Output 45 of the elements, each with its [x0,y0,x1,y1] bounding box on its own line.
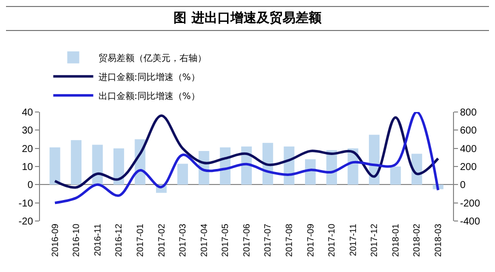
x-tick-label: 2018-03 [433,224,444,257]
y-tick-label: 40 [22,108,34,118]
y2-tick-label: -400 [460,216,480,228]
x-tick-label: 2017-11 [348,224,358,256]
x-tick-label: 2017-04 [198,224,209,257]
y2-tick-label: 600 [460,126,478,137]
chart-title: 图 进出口增速及贸易差额 [6,6,489,31]
x-tick-label: 2017-06 [241,224,252,257]
x-tick-label: 2017-01 [134,224,145,257]
bar [177,164,188,185]
line-series [54,114,440,189]
x-tick-label: 2017-05 [220,224,230,257]
x-tick-label: 2016-09 [50,224,60,257]
y-tick-label: 0 [27,180,34,192]
y-tick-label: 10 [22,162,34,173]
y-tick-label: -10 [18,198,34,210]
y-tick-label: 30 [22,126,34,137]
x-tick-label: 2018-02 [412,224,422,257]
y2-tick-label: 200 [460,162,478,173]
line-series [54,112,440,204]
bar [70,140,82,185]
y-tick-label: -20 [18,216,34,228]
x-tick-label: 2017-10 [326,224,337,257]
x-tick-label: 2017-07 [262,224,273,257]
legend-label: 进口金额:同比增速（%） [98,72,200,83]
bar [113,148,124,185]
x-tick-label: 2018-01 [390,224,400,257]
x-tick-label: 2017-08 [284,224,294,257]
bar [390,166,401,185]
x-tick-label: 2017-12 [369,224,380,257]
x-tick-label: 2016-11 [92,224,102,256]
legend-label: 出口金额:同比增速（%） [98,90,200,102]
y2-tick-label: 0 [460,180,466,192]
y2-tick-label: -200 [460,198,480,210]
y2-tick-label: 400 [460,144,478,155]
legend-label: 贸易差额（亿美元，右轴） [98,52,206,64]
bar [92,144,103,185]
x-tick-label: 2017-03 [178,224,188,257]
x-tick-label: 2016-12 [114,224,124,257]
bar [50,147,60,185]
x-tick-label: 2016-10 [71,224,82,257]
y2-tick-label: 800 [460,108,478,118]
x-tick-label: 2017-09 [305,224,316,257]
y-tick-label: 20 [22,144,34,155]
x-tick-label: 2017-02 [156,224,166,257]
